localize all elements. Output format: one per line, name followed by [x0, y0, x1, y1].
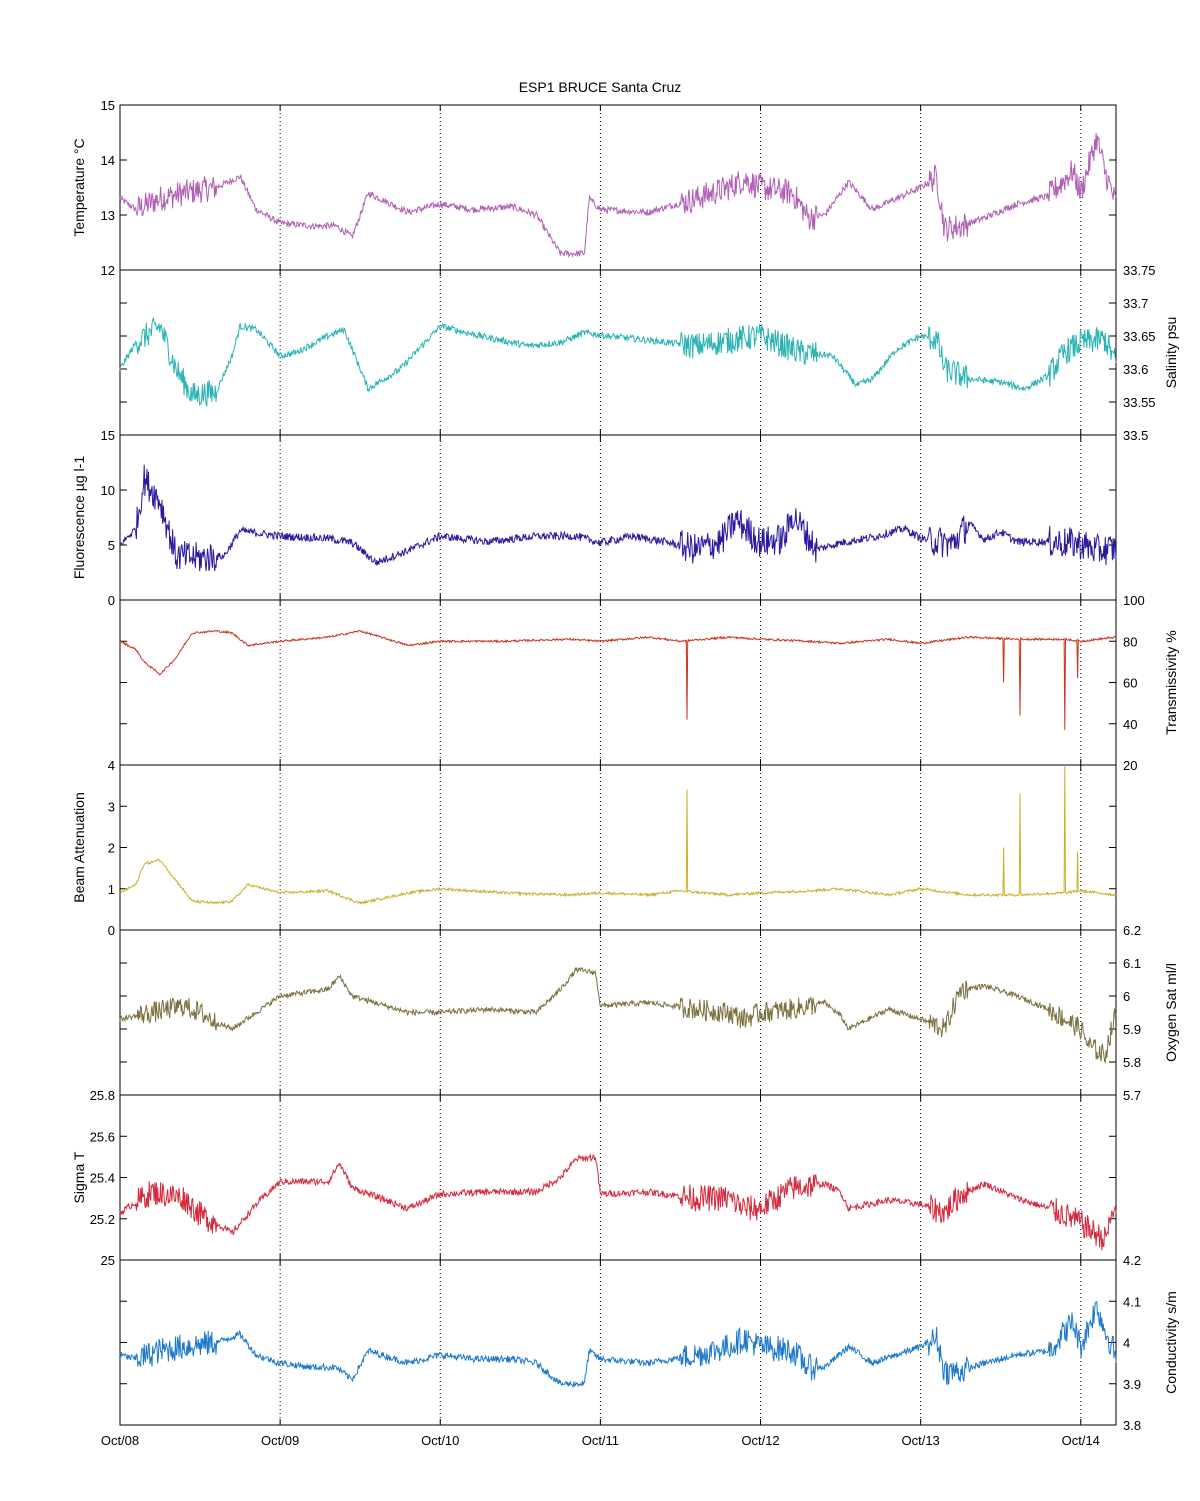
y-tick-label-oxygen_sat: 6 [1123, 989, 1130, 1004]
y-tick-label-salinity: 33.6 [1123, 362, 1148, 377]
y-tick-label-oxygen_sat: 5.9 [1123, 1022, 1141, 1037]
y-tick-label-beam_attenuation: 0 [108, 923, 115, 938]
y-tick-label-oxygen_sat: 5.8 [1123, 1055, 1141, 1070]
y-tick-label-sigma_t: 25.4 [90, 1171, 115, 1186]
series-line-temperature [119, 132, 1117, 259]
y-tick-label-transmissivity: 40 [1123, 717, 1137, 732]
y-tick-label-fluorescence: 5 [108, 538, 115, 553]
panel-frame-transmissivity [119, 599, 1117, 766]
y-tick-label-conductivity: 3.8 [1123, 1418, 1141, 1433]
y-tick-label-beam_attenuation: 4 [108, 758, 115, 773]
y-tick-label-beam_attenuation: 2 [108, 841, 115, 856]
y-tick-label-transmissivity: 20 [1123, 758, 1137, 773]
y-tick-label-beam_attenuation: 1 [108, 882, 115, 897]
y-tick-label-conductivity: 4.2 [1123, 1253, 1141, 1268]
y-tick-label-oxygen_sat: 5.7 [1123, 1088, 1141, 1103]
chart-title: ESP1 BRUCE Santa Cruz [518, 79, 682, 95]
y-tick-label-temperature: 14 [101, 153, 115, 168]
series-line-conductivity [119, 1301, 1117, 1389]
y-axis-label-beam_attenuation: Beam Attenuation [71, 792, 87, 903]
series-line-sigma_t [119, 1153, 1117, 1251]
y-tick-label-fluorescence: 10 [101, 483, 115, 498]
series-line-beam_attenuation [119, 764, 1117, 905]
y-tick-label-salinity: 33.7 [1123, 296, 1148, 311]
y-tick-label-oxygen_sat: 6.1 [1123, 956, 1141, 971]
y-tick-label-beam_attenuation: 3 [108, 799, 115, 814]
y-tick-label-fluorescence: 0 [108, 593, 115, 608]
y-tick-label-temperature: 13 [101, 208, 115, 223]
y-axis-label-oxygen_sat: Oxygen Sat ml/l [1163, 963, 1179, 1062]
series-line-transmissivity [119, 629, 1117, 730]
x-tick-label: Oct/09 [261, 1433, 299, 1448]
y-tick-label-sigma_t: 25.8 [90, 1088, 115, 1103]
panel-frame-oxygen_sat [119, 929, 1117, 1096]
y-tick-label-salinity: 33.65 [1123, 329, 1156, 344]
panel-frame-salinity [119, 269, 1117, 436]
x-tick-label: Oct/12 [741, 1433, 779, 1448]
series-line-salinity [119, 317, 1117, 407]
y-axis-label-temperature: Temperature °C [71, 138, 87, 236]
panel-frame-conductivity [119, 1259, 1117, 1426]
x-tick-label: Oct/14 [1062, 1433, 1100, 1448]
y-axis-label-salinity: Salinity psu [1163, 317, 1179, 389]
y-tick-label-oxygen_sat: 6.2 [1123, 923, 1141, 938]
y-tick-label-transmissivity: 100 [1123, 593, 1145, 608]
panel-frame-fluorescence [119, 434, 1117, 601]
y-axis-label-fluorescence: Fluorescence µg l-1 [71, 456, 87, 579]
series-line-oxygen_sat [119, 966, 1117, 1064]
y-tick-label-salinity: 33.55 [1123, 395, 1156, 410]
y-tick-label-transmissivity: 80 [1123, 634, 1137, 649]
y-tick-label-transmissivity: 60 [1123, 676, 1137, 691]
y-axis-label-sigma_t: Sigma T [71, 1151, 87, 1203]
y-axis-label-conductivity: Conductivity s/m [1163, 1291, 1179, 1394]
y-tick-label-temperature: 12 [101, 263, 115, 278]
y-tick-label-conductivity: 3.9 [1123, 1377, 1141, 1392]
y-tick-label-conductivity: 4.1 [1123, 1294, 1141, 1309]
panel-frame-sigma_t [119, 1094, 1117, 1261]
y-tick-label-salinity: 33.5 [1123, 428, 1148, 443]
y-tick-label-temperature: 15 [101, 98, 115, 113]
y-tick-label-fluorescence: 15 [101, 428, 115, 443]
x-tick-label: Oct/08 [101, 1433, 139, 1448]
panel-frame-beam_attenuation [119, 764, 1117, 931]
y-tick-label-sigma_t: 25 [101, 1253, 115, 1268]
y-tick-label-sigma_t: 25.2 [90, 1212, 115, 1227]
series-line-fluorescence [119, 464, 1117, 572]
x-tick-label: Oct/11 [582, 1433, 619, 1448]
y-tick-label-salinity: 33.75 [1123, 263, 1156, 278]
y-tick-label-sigma_t: 25.6 [90, 1129, 115, 1144]
panel-frame-temperature [119, 104, 1117, 271]
y-tick-label-conductivity: 4 [1123, 1336, 1130, 1351]
x-tick-label: Oct/10 [421, 1433, 459, 1448]
x-tick-label: Oct/13 [901, 1433, 939, 1448]
y-axis-label-transmissivity: Transmissivity % [1163, 630, 1179, 735]
